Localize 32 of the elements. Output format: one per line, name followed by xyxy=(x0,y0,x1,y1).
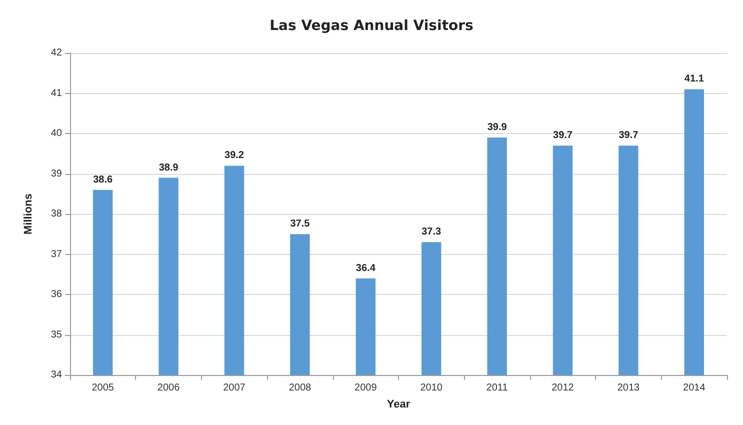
data-label: 39.2 xyxy=(224,150,244,162)
data-label: 39.9 xyxy=(487,122,508,134)
x-tick-label: 2005 xyxy=(92,382,114,394)
y-tick-label: 34 xyxy=(50,370,62,380)
data-label: 36.4 xyxy=(356,262,376,274)
y-tick-label: 37 xyxy=(50,248,62,260)
y-tick-label: 35 xyxy=(50,329,62,340)
y-tick-label: 40 xyxy=(50,128,62,139)
y-tick-label: 41 xyxy=(50,88,62,99)
data-label: 37.5 xyxy=(290,218,310,230)
x-axis-title: Year xyxy=(386,398,411,410)
y-tick-label: 36 xyxy=(50,289,62,300)
x-tick-label: 2009 xyxy=(354,382,378,394)
x-tick-label: 2010 xyxy=(420,382,443,394)
x-tick-label: 2006 xyxy=(157,382,180,394)
data-label: 41.1 xyxy=(684,74,704,85)
x-tick-label: 2013 xyxy=(617,382,640,394)
y-tick-label: 42 xyxy=(50,48,62,58)
y-tick-label: 39 xyxy=(50,168,62,180)
data-label: 38.9 xyxy=(158,162,179,174)
x-tick-label: 2011 xyxy=(486,382,508,394)
data-label: 37.3 xyxy=(422,226,442,238)
data-label: 39.7 xyxy=(553,130,573,142)
x-tick-label: 2012 xyxy=(552,382,574,394)
chart-title: Las Vegas Annual Visitors xyxy=(270,18,474,34)
y-axis-title: Millions xyxy=(22,194,34,234)
y-tick-label: 38 xyxy=(50,208,62,220)
data-label: 39.7 xyxy=(618,130,639,142)
x-tick-label: 2014 xyxy=(683,382,706,394)
data-label: 38.6 xyxy=(93,174,114,186)
x-tick-label: 2007 xyxy=(223,382,246,394)
x-tick-label: 2008 xyxy=(288,382,312,394)
